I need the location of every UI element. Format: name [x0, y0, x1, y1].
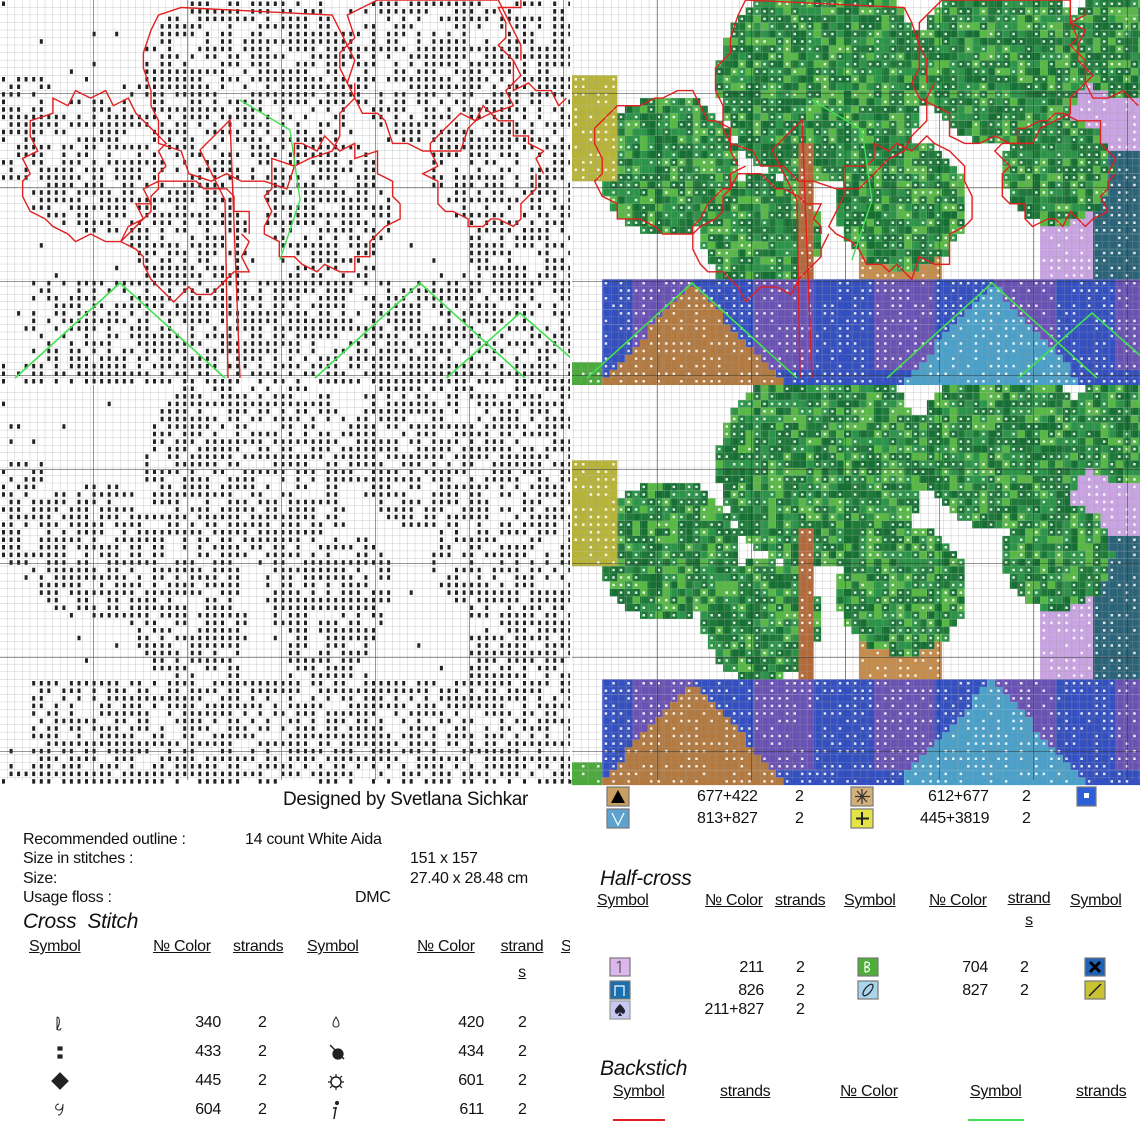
strands: 2 [518, 1101, 527, 1118]
color-number: 604 [195, 1101, 221, 1118]
detail-value: DMC [355, 889, 391, 906]
backstitch-red [827, 134, 973, 281]
column-header: Symbol [597, 892, 649, 909]
column-header: № Color [417, 938, 475, 955]
legend-color: 612+677 [928, 788, 989, 805]
major-grid [0, 0, 570, 383]
strands: 2 [518, 1072, 527, 1089]
legend-color: 445+3819 [920, 810, 990, 827]
column-header: № Color [929, 892, 987, 909]
section-title: Backstich [600, 1057, 688, 1080]
legend-color: 677+422 [697, 788, 758, 805]
detail-value: 14 count White Aida [245, 831, 382, 848]
color-number: 827 [962, 982, 988, 999]
column-header: strands [1076, 1083, 1127, 1100]
major-grid [0, 385, 570, 780]
column-header: Symbol [1070, 892, 1122, 909]
color-number: 826 [738, 982, 764, 999]
major-grid [572, 0, 1140, 383]
column-header: Symbol [844, 892, 896, 909]
backstitch-green [811, 99, 873, 261]
color-number: 704 [962, 959, 988, 976]
backstitch-red [593, 89, 746, 235]
detail-label: Recommended outline : [23, 831, 186, 848]
strands: 2 [258, 1072, 267, 1089]
column-header: Symbol [970, 1083, 1022, 1100]
strands: 2 [796, 959, 805, 976]
column-header: Symbol [29, 938, 81, 955]
column-header: strands [233, 938, 284, 955]
column-header: strands [775, 892, 826, 909]
legend-color: 813+827 [697, 810, 758, 827]
column-header: strands [720, 1083, 771, 1100]
backstitch-red [142, 6, 356, 190]
backstitch-red [199, 118, 241, 379]
color-number: 433 [195, 1043, 221, 1060]
detail-value: 27.40 x 28.48 cm [410, 870, 528, 887]
section-title: Half-cross [600, 867, 692, 890]
strands: 2 [796, 1001, 805, 1018]
panel-divider [570, 0, 572, 780]
strands: 2 [518, 1014, 527, 1031]
column-header: Symbol [561, 938, 570, 955]
color-number: 445 [195, 1072, 221, 1089]
column-header: Symbol [613, 1083, 665, 1100]
backstitch-red [21, 89, 168, 243]
backstitch-red [263, 134, 401, 273]
backstitch-red [771, 118, 813, 379]
cross-stitch-table: Symbol № Color strands Symbol № Color st… [29, 938, 570, 981]
color-number: 211 [739, 959, 764, 976]
backstitch-red [911, 0, 1094, 145]
designer: Designed by Svetlana Sichkar [283, 789, 529, 810]
color-number: 611 [459, 1101, 484, 1118]
color-number: 601 [458, 1072, 484, 1089]
legend-strands: 2 [795, 788, 804, 805]
backstitch-green [445, 311, 595, 379]
strands: 2 [258, 1043, 267, 1060]
section-title: Cross Stitch [23, 910, 139, 933]
color-number: 211+827 [704, 1001, 765, 1018]
column-header: № Color [705, 892, 763, 909]
backstitch-green [14, 281, 226, 379]
detail-label: Usage floss : [23, 889, 112, 906]
strands: 2 [1020, 982, 1029, 999]
backstitch-red [1069, 7, 1139, 107]
legend-strands: 2 [1022, 788, 1031, 805]
backstitch-green [314, 281, 526, 379]
legend-strands: 2 [1022, 810, 1031, 827]
detail-label: Size: [23, 870, 58, 887]
strands: 2 [258, 1014, 267, 1031]
backstitch-green [1017, 311, 1140, 379]
color-number: 420 [458, 1014, 484, 1031]
backstitch-red [339, 0, 522, 152]
backstitch-red [714, 0, 936, 190]
column-header: Symbol [307, 938, 359, 955]
column-header: strands [1007, 890, 1051, 929]
chart-panels [0, 0, 1140, 786]
legend-strands: 2 [795, 810, 804, 827]
detail-value: 151 x 157 [410, 850, 478, 867]
major-grid [572, 385, 1140, 780]
legend-icons [51, 786, 1106, 1121]
strands: 2 [258, 1101, 267, 1118]
backstitch-green [239, 99, 301, 261]
strands: 2 [1020, 959, 1029, 976]
backstitch-red [692, 172, 830, 304]
backstitch-red [497, 0, 567, 107]
strands: 2 [796, 982, 805, 999]
column-header: № Color [840, 1083, 898, 1100]
backstitch-green [586, 281, 798, 379]
backstitch-red [993, 112, 1117, 228]
backstitch-red [421, 104, 545, 228]
strands: 2 [518, 1043, 527, 1060]
backstitch-green [886, 281, 1098, 379]
detail-label: Size in stitches : [23, 850, 134, 867]
column-header: № Color [153, 938, 211, 955]
color-number: 340 [195, 1014, 221, 1031]
color-number: 434 [458, 1043, 484, 1060]
column-header: strands [500, 938, 544, 981]
